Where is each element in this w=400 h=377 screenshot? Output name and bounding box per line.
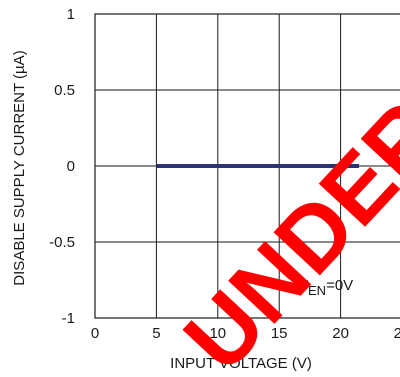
x-tick-label: 20 <box>332 325 349 342</box>
x-tick-label: 0 <box>91 325 99 342</box>
x-tick-labels: 0 5 10 15 20 25 <box>91 325 400 342</box>
y-tick-labels: 1 0.5 0 -0.5 -1 <box>49 6 75 327</box>
annotation-subscript: EN <box>308 283 326 298</box>
y-tick-label: 1 <box>67 6 75 23</box>
x-tick-label: 10 <box>209 325 226 342</box>
x-tick-label: 5 <box>152 325 160 342</box>
plot-frame <box>94 13 400 319</box>
y-tick-label: -1 <box>62 310 75 327</box>
x-tick-label: 25 <box>394 325 400 342</box>
y-tick-label: -0.5 <box>49 234 75 251</box>
watermark: UNDER <box>165 82 400 377</box>
annotation-tail: =0V <box>326 277 353 294</box>
x-tick-label: 15 <box>271 325 288 342</box>
y-tick-label: 0.5 <box>54 82 75 99</box>
x-axis-label: INPUT VOLTAGE (V) <box>170 355 312 372</box>
y-tick-label: 0 <box>67 158 75 175</box>
y-axis-label: DISABLE SUPPLY CURRENT (µA) <box>11 50 28 285</box>
annotation-main: V <box>298 277 308 294</box>
annotation-ven: VEN=0V <box>298 277 353 298</box>
